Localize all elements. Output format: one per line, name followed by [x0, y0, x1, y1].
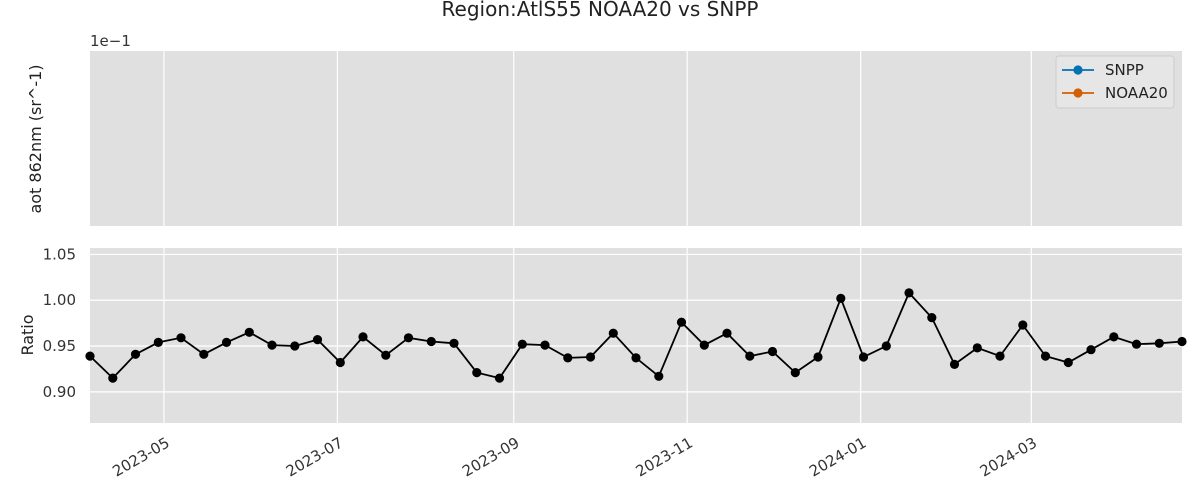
ratio-data-point [244, 327, 254, 337]
x-tick-label: 2024-03 [977, 434, 1040, 481]
ratio-data-point [813, 352, 823, 362]
x-tick-label: 2023-09 [459, 434, 522, 481]
bottom-y-tick-label: 0.90 [43, 383, 76, 401]
ratio-data-point [1018, 320, 1028, 330]
legend-label-snpp: SNPP [1105, 61, 1144, 79]
bottom-y-axis-label: Ratio [18, 314, 37, 355]
bottom-plot-background [90, 248, 1182, 423]
ratio-data-point [972, 343, 982, 353]
x-tick-label: 2023-07 [283, 434, 346, 481]
x-tick-label: 2023-05 [109, 434, 172, 481]
ratio-data-point [995, 351, 1005, 361]
ratio-data-point [858, 352, 869, 362]
ratio-data-point [176, 333, 186, 343]
ratio-data-point [1086, 345, 1096, 355]
ratio-data-point [153, 337, 163, 347]
ratio-data-point [585, 352, 596, 362]
legend-label-noaa20: NOAA20 [1105, 84, 1168, 102]
ratio-data-point [1177, 336, 1187, 347]
ratio-data-point [381, 350, 391, 360]
offset-text: 1e−1 [90, 32, 131, 50]
ratio-data-point [722, 328, 732, 338]
ratio-data-point [1109, 332, 1119, 342]
ratio-data-point [312, 335, 323, 345]
ratio-data-point [608, 328, 618, 338]
ratio-data-point [1040, 351, 1051, 361]
bottom-y-tick-label: 0.95 [43, 337, 76, 355]
ratio-data-point [881, 341, 891, 351]
ratio-data-point [1063, 357, 1073, 368]
legend-marker-noaa20 [1073, 88, 1083, 98]
ratio-data-point [85, 351, 95, 361]
ratio-data-point [494, 373, 505, 383]
x-tick-label: 2023-11 [633, 434, 696, 481]
ratio-data-point [449, 338, 459, 348]
plot-layer: 1.01.2SNPPNOAA202023-052023-072023-09202… [43, 51, 1187, 481]
ratio-data-point [472, 368, 482, 378]
ratio-data-point [403, 333, 414, 343]
ratio-data-point [335, 357, 345, 368]
top-y-axis-label: aot 862nm (sr^-1) [26, 64, 45, 213]
ratio-data-point [358, 332, 368, 342]
ratio-data-point [563, 353, 573, 363]
ratio-data-point [1131, 339, 1142, 349]
ratio-data-point [767, 346, 778, 357]
ratio-data-point [108, 373, 118, 383]
top-plot-background [90, 51, 1182, 226]
ratio-data-point [699, 340, 709, 350]
ratio-data-point [631, 353, 641, 363]
legend-box [1055, 55, 1175, 109]
legend-marker-snpp [1073, 65, 1083, 75]
ratio-data-point [654, 371, 664, 381]
ratio-data-point [199, 349, 209, 359]
ratio-data-point [290, 341, 300, 351]
ratio-data-point [517, 339, 527, 349]
ratio-data-point [790, 368, 800, 378]
ratio-data-point [1154, 338, 1164, 348]
ratio-data-point [949, 359, 960, 369]
bottom-y-tick-label: 1.00 [43, 291, 76, 309]
ratio-data-point [267, 340, 277, 350]
ratio-data-point [836, 293, 846, 303]
x-tick-label: 2024-01 [806, 434, 869, 481]
ratio-data-point [221, 337, 232, 347]
ratio-data-point [927, 313, 937, 323]
ratio-data-point [426, 336, 436, 347]
bottom-y-tick-label: 1.05 [43, 245, 76, 263]
ratio-data-point [745, 351, 755, 361]
ratio-data-point [540, 340, 550, 350]
ratio-data-point [904, 288, 914, 298]
chart-title: Region:AtlS55 NOAA20 vs SNPP [442, 0, 759, 21]
ratio-data-point [676, 317, 687, 327]
ratio-data-point [130, 349, 141, 359]
